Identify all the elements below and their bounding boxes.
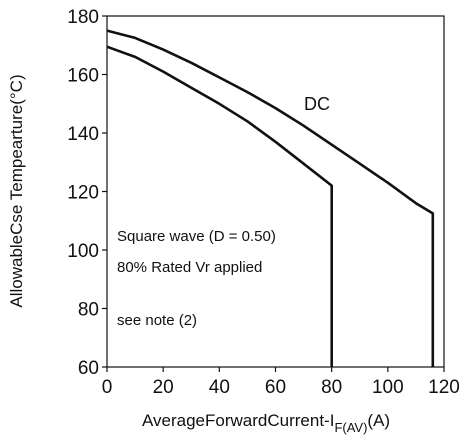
x-axis-ticks: 0 20 40 60 80 100 120 [102, 367, 460, 398]
y-axis-label: AllowableCse Tempearture(°C) [7, 74, 26, 307]
x-tick-label: 20 [153, 377, 174, 398]
x-tick-label: 60 [265, 377, 286, 398]
dc-curve [106, 29, 435, 367]
y-axis-ticks: 60 80 100 120 140 160 180 [67, 7, 107, 379]
x-tick-label: 0 [102, 377, 113, 398]
y-tick-label: 100 [67, 241, 99, 262]
y-tick-label: 140 [67, 124, 99, 145]
x-tick-label: 40 [209, 377, 230, 398]
annotation-note: see note (2) [117, 312, 197, 329]
series-lines [106, 29, 435, 367]
x-tick-label: 80 [321, 377, 342, 398]
annotation-square-wave: Square wave (D = 0.50) [117, 228, 276, 245]
dc-label: DC [304, 94, 330, 114]
y-tick-label: 120 [67, 183, 99, 204]
square-wave-curve [106, 45, 333, 367]
x-axis-label-main: AverageForwardCurrent-I [142, 411, 334, 430]
y-tick-label: 160 [67, 66, 99, 87]
x-axis-label-subscript: F(AV) [334, 420, 367, 435]
x-tick-label: 100 [372, 377, 404, 398]
x-axis-label-unit: (A) [367, 411, 390, 430]
annotation-rated-vr: 80% Rated Vr applied [117, 259, 262, 276]
y-tick-label: 60 [78, 358, 99, 379]
x-axis-label: AverageForwardCurrent-IF(AV)(A) [142, 411, 390, 435]
y-tick-label: 180 [67, 7, 99, 28]
y-tick-label: 80 [78, 300, 99, 321]
x-tick-label: 120 [428, 377, 460, 398]
